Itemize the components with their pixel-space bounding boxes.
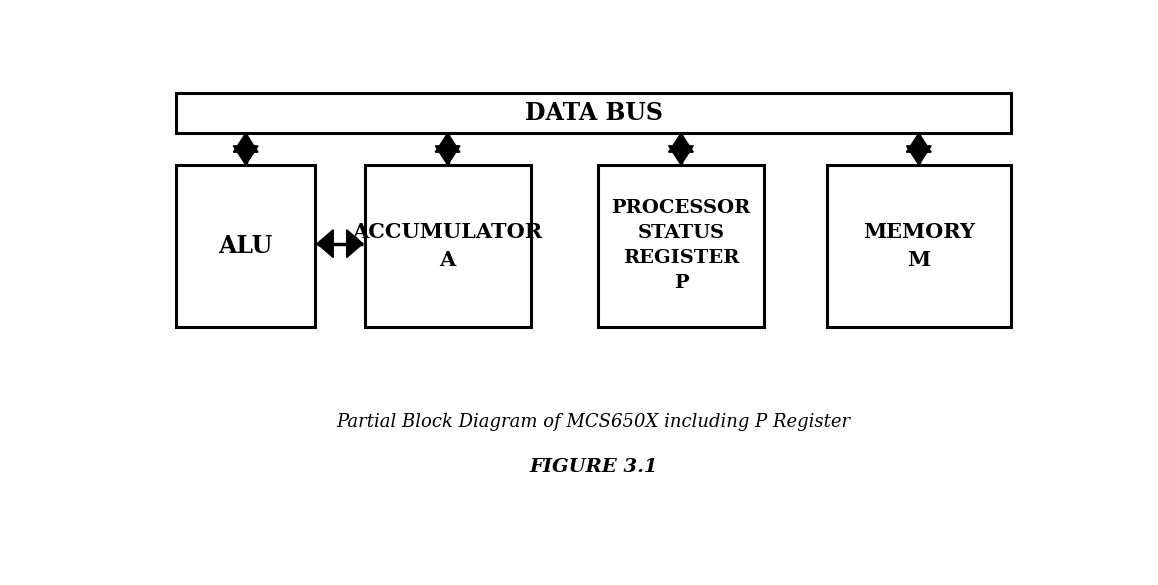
Bar [176, 165, 315, 327]
FancyArrow shape [317, 230, 334, 257]
Text: FIGURE 3.1: FIGURE 3.1 [529, 457, 658, 476]
FancyArrow shape [234, 133, 258, 152]
Bar [365, 165, 530, 327]
Text: ACCUMULATOR
A: ACCUMULATOR A [352, 222, 543, 270]
FancyArrow shape [668, 146, 694, 165]
Bar [827, 165, 1011, 327]
FancyArrow shape [346, 230, 362, 257]
Text: ALU: ALU [219, 234, 273, 258]
Text: Partial Block Diagram of MCS650X including P Register: Partial Block Diagram of MCS650X includi… [337, 412, 850, 431]
FancyArrow shape [668, 133, 694, 152]
Text: PROCESSOR
STATUS
REGISTER
P: PROCESSOR STATUS REGISTER P [611, 199, 750, 292]
Bar [598, 165, 764, 327]
FancyArrow shape [234, 146, 258, 165]
Text: MEMORY
M: MEMORY M [863, 222, 975, 270]
FancyArrow shape [907, 146, 931, 165]
FancyArrow shape [907, 133, 931, 152]
Text: DATA BUS: DATA BUS [525, 101, 662, 125]
Bar [176, 93, 1011, 133]
FancyArrow shape [435, 133, 460, 152]
FancyArrow shape [435, 146, 460, 165]
